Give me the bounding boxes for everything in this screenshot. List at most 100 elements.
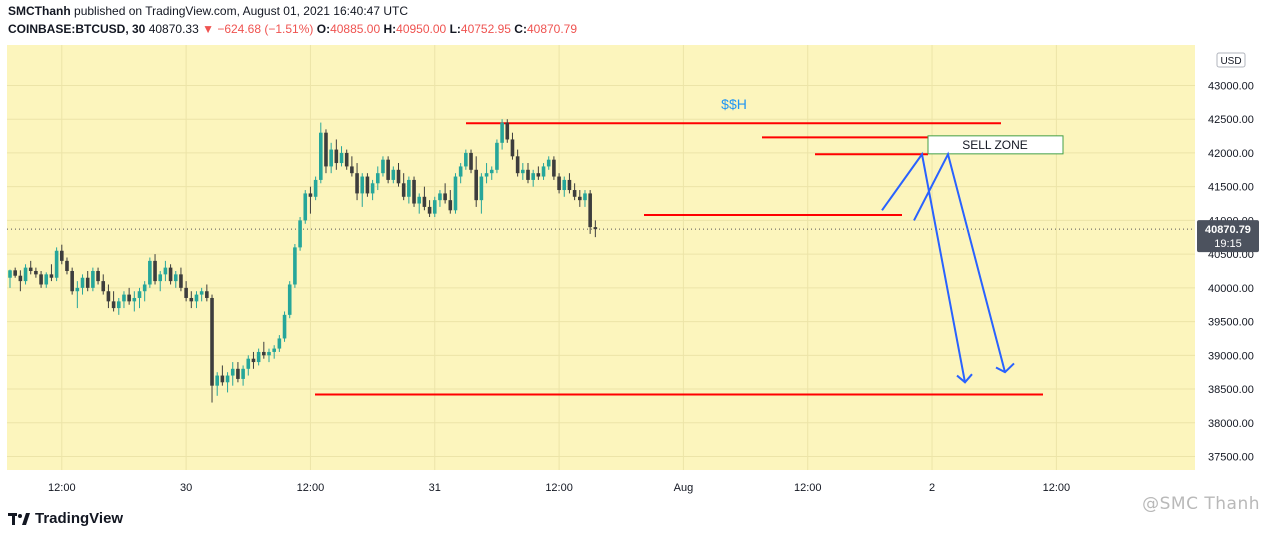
- price-tag-value: 40870.79: [1205, 224, 1251, 236]
- candle-body: [515, 156, 520, 174]
- candle-body: [474, 169, 478, 201]
- candle-body: [298, 220, 302, 248]
- candle-body: [464, 152, 468, 167]
- candle-body: [546, 159, 551, 167]
- candle-body: [194, 294, 199, 302]
- x-tick-label: 12:00: [1043, 482, 1071, 494]
- candle-body: [541, 166, 546, 177]
- candle-body: [484, 173, 489, 177]
- candle-body: [308, 193, 313, 197]
- y-tick-label: 42500.00: [1208, 114, 1254, 126]
- candle-body: [163, 267, 168, 275]
- projection-arrow-1: [881, 151, 966, 383]
- candle-body: [417, 196, 422, 204]
- arrow-head-2: [995, 362, 1015, 374]
- tradingview-logo[interactable]: TradingView: [8, 510, 123, 527]
- candle-body: [469, 152, 473, 170]
- candle-body: [407, 179, 411, 197]
- candle-body: [287, 284, 292, 315]
- candle-body: [267, 351, 271, 356]
- candle-body: [54, 250, 59, 278]
- y-tick-label: 39500.00: [1208, 317, 1254, 329]
- candle-body: [422, 196, 427, 207]
- candle-body: [256, 351, 261, 363]
- high-label: H:: [383, 22, 397, 36]
- candle-body: [262, 351, 266, 356]
- candle-body: [583, 193, 587, 201]
- tradingview-logo-icon: [8, 512, 30, 525]
- candle-body: [531, 173, 535, 180]
- price-change: ▼ −624.68 (−1.51%): [202, 22, 314, 36]
- candle-body: [355, 173, 359, 194]
- candle-body: [510, 139, 515, 157]
- candle-body: [526, 169, 530, 180]
- candle-body: [448, 200, 453, 211]
- candle-body: [179, 274, 183, 288]
- candle-body: [375, 173, 380, 184]
- y-tick-label: 39000.00: [1208, 350, 1254, 362]
- candle-body: [313, 179, 318, 197]
- candle-body: [552, 159, 556, 177]
- projection-arrow-2: [913, 151, 1006, 373]
- candle-body: [142, 284, 147, 292]
- x-tick-label: 2: [929, 482, 935, 494]
- candle-body: [319, 132, 323, 180]
- y-tick-label: 42000.00: [1208, 148, 1254, 160]
- candle-body: [272, 348, 276, 352]
- candle-body: [495, 142, 499, 170]
- candle-body: [572, 190, 577, 197]
- candle-body: [453, 176, 458, 211]
- candle-body: [49, 274, 54, 278]
- candle-body: [44, 274, 49, 285]
- candle-body: [593, 227, 598, 230]
- x-axis-labels: 12:00 30 12:00 31 12:00 Aug 12:00 2 12:00: [48, 482, 1070, 494]
- price-axis[interactable]: [1195, 45, 1267, 470]
- candle-body: [137, 291, 142, 298]
- x-tick-label: 12:00: [297, 482, 325, 494]
- symbol-line: COINBASE:BTCUSD, 30 40870.33 ▼ −624.68 (…: [8, 22, 577, 36]
- arrow-head-1: [956, 373, 973, 384]
- candle-body: [344, 152, 349, 167]
- high-label: $$H: [721, 96, 747, 112]
- candle-body: [412, 179, 416, 204]
- candle-body: [122, 294, 126, 302]
- candle-body: [116, 301, 121, 309]
- candle-body: [111, 301, 116, 309]
- price-tag-countdown: 19:15: [1214, 238, 1242, 250]
- candle-body: [246, 358, 251, 369]
- plot-background: [7, 45, 1195, 470]
- candle-body: [443, 193, 447, 201]
- candle-body: [396, 169, 401, 184]
- candle-body: [479, 176, 484, 201]
- sell-zone-label: SELL ZONE: [962, 138, 1028, 152]
- candle-body: [365, 176, 370, 194]
- x-tick-label: 30: [180, 482, 192, 494]
- candle-body: [153, 260, 157, 282]
- candles: [8, 119, 598, 403]
- candle-body: [588, 193, 592, 228]
- candle-body: [236, 368, 240, 379]
- y-tick-label: 38500.00: [1208, 384, 1254, 396]
- currency-badge: [1216, 52, 1246, 68]
- x-tick-label: 12:00: [48, 482, 76, 494]
- candle-body: [220, 375, 225, 383]
- high-value: 40950.00: [396, 22, 447, 36]
- candle-body: [350, 166, 354, 174]
- candle-body: [75, 287, 80, 292]
- candle-body: [251, 358, 256, 363]
- candle-body: [13, 270, 17, 276]
- candle-body: [91, 270, 95, 288]
- candle-body: [458, 166, 463, 177]
- candle-body: [489, 169, 494, 174]
- x-tick-label: Aug: [674, 482, 694, 494]
- candle-body: [225, 375, 230, 383]
- candle-body: [578, 196, 582, 201]
- x-tick-label: 12:00: [794, 482, 822, 494]
- candle-body: [8, 270, 12, 278]
- annotations[interactable]: SELL ZONE $$H 40870.79 19:15: [721, 96, 1259, 384]
- y-tick-label: 43000.00: [1208, 80, 1254, 92]
- candle-body: [158, 274, 163, 282]
- time-axis[interactable]: [7, 470, 1195, 500]
- symbol-label: COINBASE:BTCUSD, 30: [8, 22, 146, 36]
